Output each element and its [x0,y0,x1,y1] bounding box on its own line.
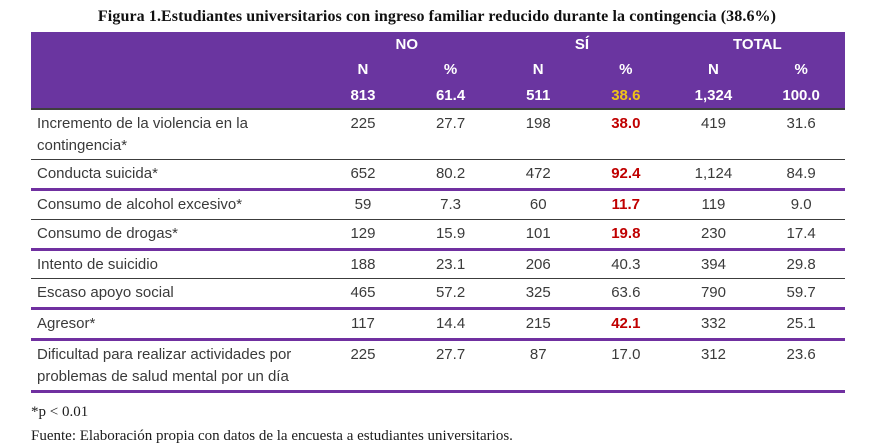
cell-value: 23.1 [406,249,495,280]
footnotes: *p < 0.01 Fuente: Elaboración propia con… [31,402,874,448]
table-body: Incremento de la violencia en la conting… [31,108,845,394]
cell-value: 119 [669,189,758,220]
cell-value: 57.2 [406,278,495,311]
cell-value: 15.9 [406,219,495,251]
cell-value: 25.1 [757,308,845,341]
cell-value: 29.8 [757,249,845,280]
row-label: Escaso apoyo social [31,278,320,311]
cell-value: 19.8 [582,219,670,251]
cell-value: 27.7 [406,339,495,394]
totals-cell: 100.0 [757,82,845,110]
row-label: Dificultad para realizar actividades por… [31,339,320,394]
totals-cell: 61.4 [406,82,495,110]
figure-page: Figura 1.Estudiantes universitarios con … [31,8,845,444]
group-header-row: NO SÍ TOTAL [31,32,845,58]
cell-value: 7.3 [406,189,495,220]
row-label: Incremento de la violencia en la conting… [31,108,320,161]
cell-value: 60 [494,189,583,220]
cell-value: 27.7 [406,108,495,161]
table-row: Conducta suicida* 652 80.2 472 92.4 1,124 84.9 [31,159,845,192]
table-row: Incremento de la violencia en la conting… [31,108,845,161]
row-label: Intento de suicidio [31,249,320,280]
cell-value: 17.4 [757,219,845,251]
header-spacer [31,82,320,110]
cell-value: 17.0 [582,339,670,394]
cell-value: 59 [319,189,407,220]
cell-value: 63.6 [582,278,670,311]
cell-value: 312 [669,339,758,394]
cell-value: 206 [494,249,583,280]
stat-header: % [757,57,845,83]
cell-value: 465 [319,278,407,311]
cell-value: 9.0 [757,189,845,220]
cell-value: 790 [669,278,758,311]
cell-value: 225 [319,339,407,394]
row-label: Consumo de drogas* [31,219,320,251]
cell-value: 31.6 [757,108,845,161]
cell-value: 215 [494,308,583,341]
table-header: NO SÍ TOTAL N % N % N % 813 61.4 511 38.… [31,32,845,110]
totals-cell: 1,324 [669,82,758,110]
figure-title: Figura 1.Estudiantes universitarios con … [97,8,777,25]
totals-cell: 813 [319,82,407,110]
stat-header: N [669,57,758,83]
cell-value: 325 [494,278,583,311]
cell-value: 87 [494,339,583,394]
table-row: Consumo de alcohol excesivo* 59 7.3 60 11.7 1… [31,189,845,220]
cell-value: 652 [319,159,407,192]
group-header-total: TOTAL [669,32,845,58]
cell-value: 84.9 [757,159,845,192]
cell-value: 101 [494,219,583,251]
group-header-no: NO [319,32,495,58]
cell-value: 394 [669,249,758,280]
cell-value: 23.6 [757,339,845,394]
cell-value: 92.4 [582,159,670,192]
cell-value: 40.3 [582,249,670,280]
significance-note: *p < 0.01 [31,404,89,421]
totals-row: 813 61.4 511 38.6 1,324 100.0 [31,82,845,110]
cell-value: 188 [319,249,407,280]
cell-value: 230 [669,219,758,251]
totals-cell: 38.6 [582,82,670,110]
stat-header: N [319,57,407,83]
stat-header: N [494,57,583,83]
cell-value: 472 [494,159,583,192]
cell-value: 129 [319,219,407,251]
table-row: Intento de suicidio 188 23.1 206 40.3 394 29.8 [31,249,845,280]
cell-value: 225 [319,108,407,161]
cell-value: 80.2 [406,159,495,192]
stat-header: % [582,57,670,83]
cell-value: 42.1 [582,308,670,341]
statistics-table: NO SÍ TOTAL N % N % N % 813 61.4 511 38.… [31,32,845,394]
cell-value: 59.7 [757,278,845,311]
cell-value: 198 [494,108,583,161]
row-label: Consumo de alcohol excesivo* [31,189,320,220]
table-row: Escaso apoyo social 465 57.2 325 63.6 790 59.7 [31,278,845,311]
table-row: Consumo de drogas* 129 15.9 101 19.8 230 17.4 [31,219,845,251]
row-label: Agresor* [31,308,320,341]
cell-value: 332 [669,308,758,341]
group-header-si: SÍ [494,32,670,58]
table-row: Dificultad para realizar actividades por… [31,339,845,394]
table-row: Agresor* 117 14.4 215 42.1 332 25.1 [31,308,845,341]
stat-header: % [406,57,495,83]
cell-value: 38.0 [582,108,670,161]
cell-value: 11.7 [582,189,670,220]
row-label: Conducta suicida* [31,159,320,192]
cell-value: 117 [319,308,407,341]
cell-value: 14.4 [406,308,495,341]
header-spacer [31,57,320,83]
stat-header-row: N % N % N % [31,57,845,83]
header-spacer [31,32,320,58]
cell-value: 419 [669,108,758,161]
cell-value: 1,124 [669,159,758,192]
totals-cell: 511 [494,82,583,110]
source-note: Fuente: Elaboración propia con datos de … [31,428,513,445]
